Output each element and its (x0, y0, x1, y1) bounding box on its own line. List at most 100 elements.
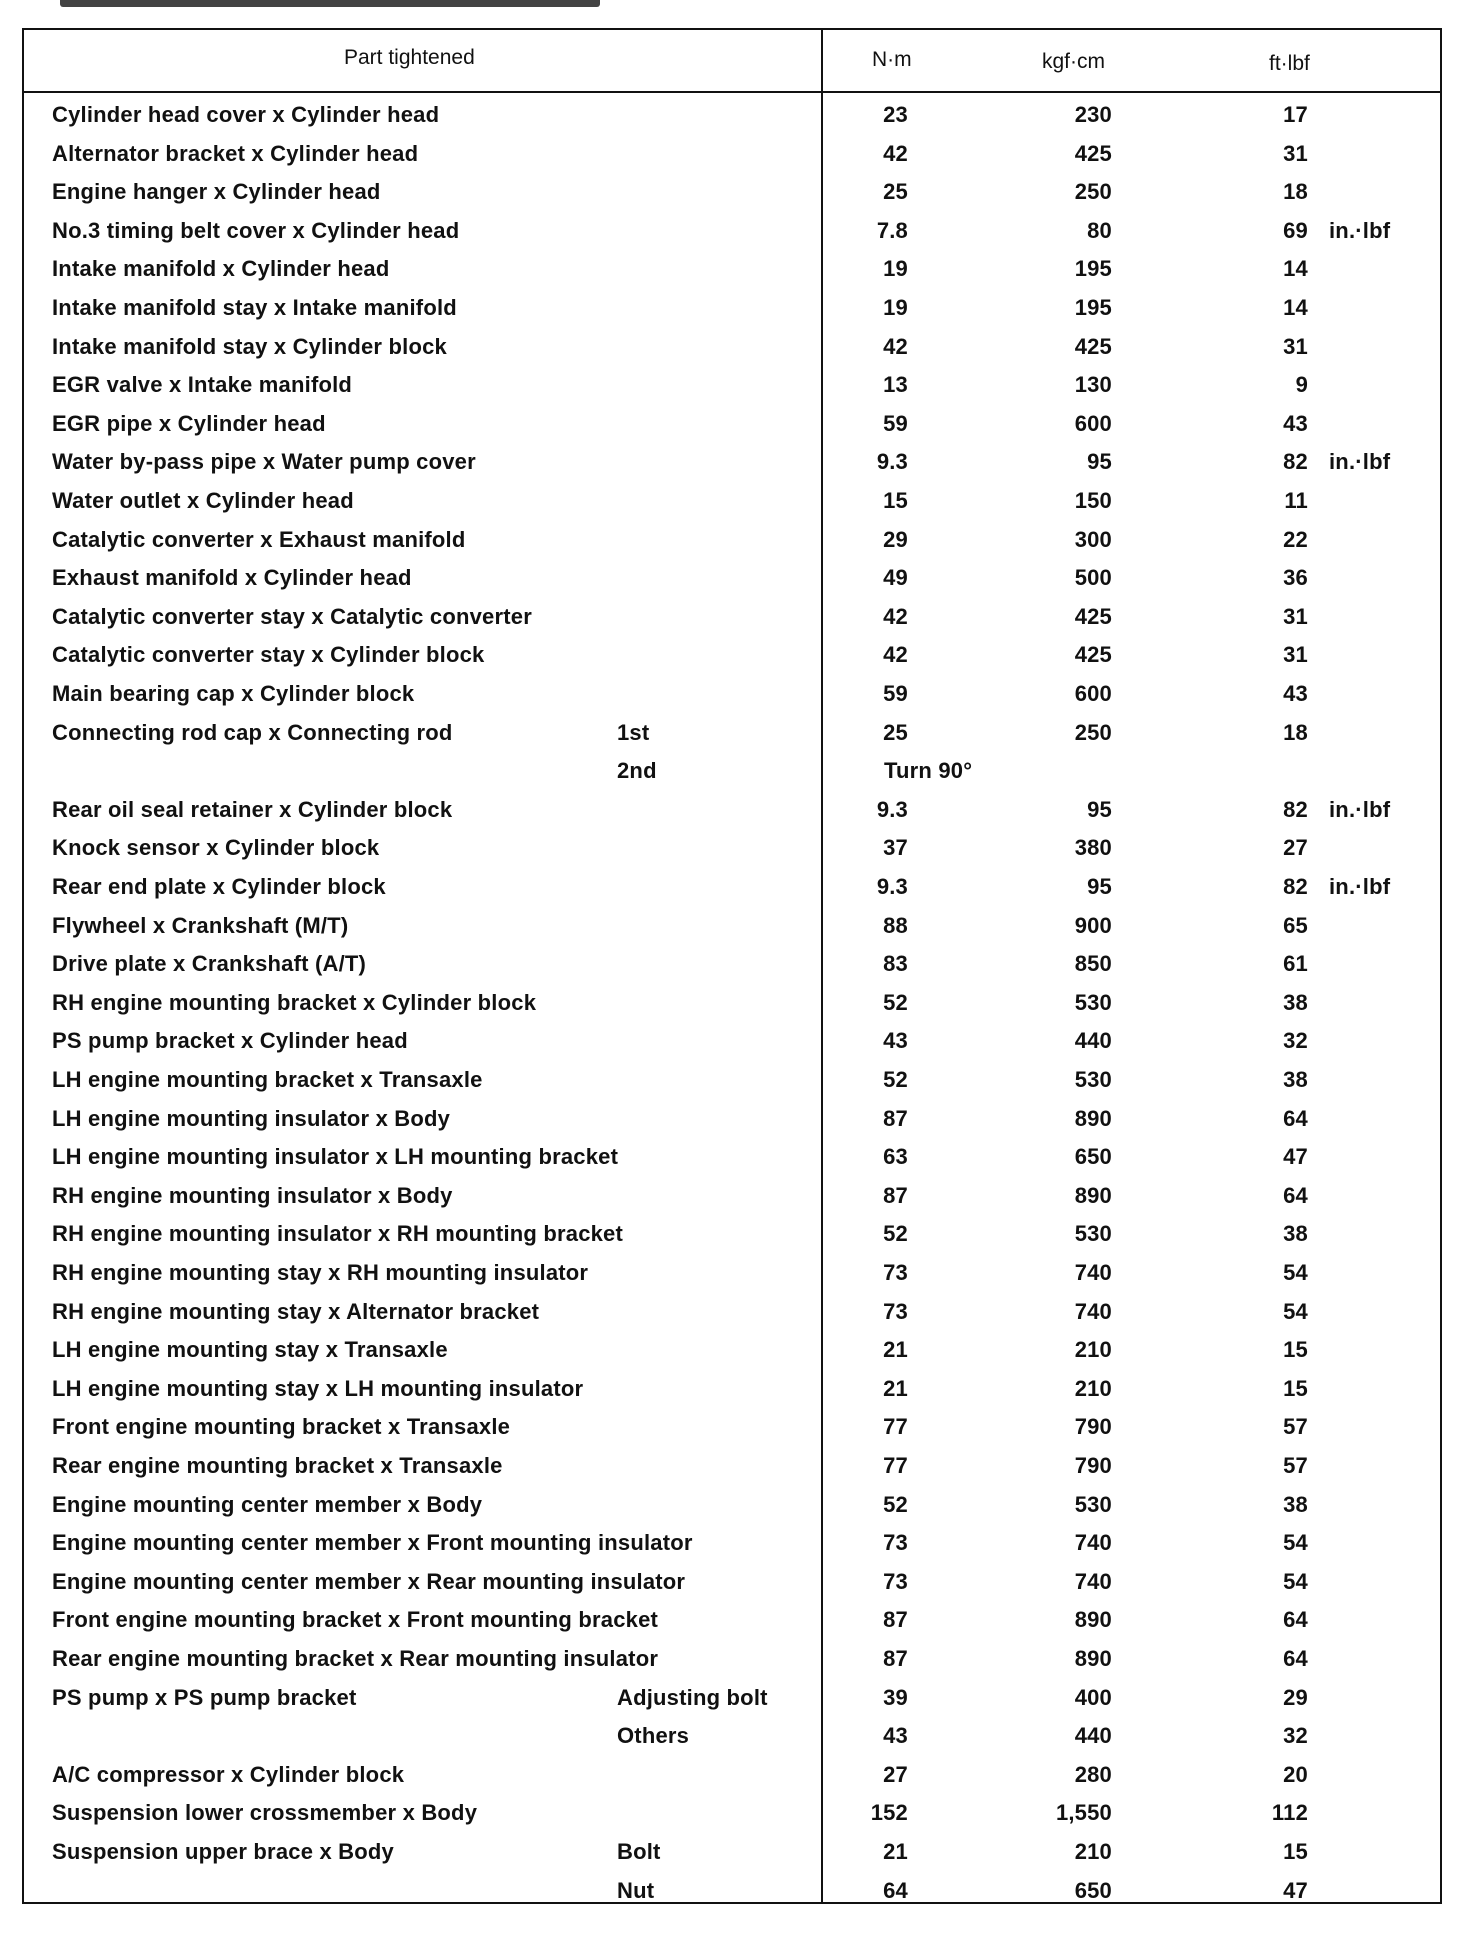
ft-lbf-cell: 31 (1283, 140, 1308, 166)
ft-lbf-cell: 54 (1283, 1298, 1308, 1324)
ft-lbf-cell: 31 (1283, 642, 1308, 668)
kgf-cm-cell: 95 (1087, 449, 1112, 475)
part-cell: Flywheel x Crankshaft (M/T) (52, 912, 349, 938)
kgf-cm-cell: 600 (1074, 681, 1112, 706)
table-row: Suspension upper brace x Body Bolt 21 210 15 (24, 1839, 1440, 1877)
ft-lbf-cell: 31 (1283, 603, 1308, 629)
part-cell: PS pump x PS pump bracket (52, 1684, 357, 1710)
kgf-cm-cell: 890 (1074, 1182, 1112, 1208)
ft-lbf-cell: 18 (1283, 179, 1308, 205)
part-cell: EGR pipe x Cylinder head (52, 410, 326, 436)
table-row: LH engine mounting bracket x Transaxle 52… (24, 1067, 1440, 1105)
turn-cell: Turn 90° (884, 758, 973, 784)
cropped-title-fragment (60, 0, 600, 7)
nm-cell: 27 (883, 1761, 908, 1787)
kgf-cm-cell: 400 (1074, 1684, 1112, 1710)
nm-cell: 152 (870, 1800, 908, 1826)
kgf-cm-cell: 195 (1074, 295, 1112, 320)
table-row: Intake manifold x Cylinder head 19 195 14 (24, 256, 1440, 294)
part-cell: Engine mounting center member x Body (52, 1491, 483, 1517)
table-row: Others 43 440 32 (24, 1723, 1440, 1761)
kgf-cm-cell: 425 (1074, 140, 1112, 166)
column-divider (821, 30, 823, 1902)
part-cell: Drive plate x Crankshaft (A/T) (52, 951, 367, 977)
header-ft-lbf: ft·lbf (1269, 52, 1310, 75)
part-cell: Intake manifold stay x Cylinder block (52, 333, 447, 359)
ft-lbf-cell: 38 (1283, 1491, 1308, 1517)
table-row: RH engine mounting stay x RH mounting in… (24, 1260, 1440, 1298)
condition-cell: Nut (617, 1877, 655, 1903)
table-row: A/C compressor x Cylinder block 27 280 20 (24, 1762, 1440, 1800)
part-cell: LH engine mounting insulator x Body (52, 1105, 451, 1131)
nm-cell: 63 (883, 1144, 908, 1170)
table-row: Front engine mounting bracket x Front mo… (24, 1607, 1440, 1645)
ft-lbf-cell: 15 (1283, 1337, 1308, 1363)
ft-lbf-cell: 15 (1283, 1375, 1308, 1401)
nm-cell: 7.8 (876, 217, 908, 243)
table-row: RH engine mounting insulator x RH mounti… (24, 1221, 1440, 1259)
kgf-cm-cell: 790 (1074, 1414, 1112, 1440)
part-cell: RH engine mounting insulator x Body (52, 1182, 453, 1208)
kgf-cm-cell: 150 (1074, 488, 1112, 513)
ft-lbf-cell: 15 (1283, 1839, 1308, 1864)
table-row: Rear engine mounting bracket x Rear moun… (24, 1646, 1440, 1684)
ft-lbf-cell: 18 (1283, 719, 1308, 745)
nm-cell: 73 (883, 1298, 908, 1324)
table-row: Water by-pass pipe x Water pump cover 9.3… (24, 449, 1440, 487)
kgf-cm-cell: 210 (1074, 1337, 1112, 1363)
nm-cell: 15 (883, 488, 908, 513)
ft-lbf-cell: 27 (1283, 835, 1308, 861)
kgf-cm-cell: 740 (1074, 1298, 1112, 1324)
ft-lbf-cell: 64 (1283, 1105, 1308, 1131)
table-row: LH engine mounting stay x LH mounting in… (24, 1376, 1440, 1414)
table-row: Knock sensor x Cylinder block 37 380 27 (24, 835, 1440, 873)
part-cell: A/C compressor x Cylinder block (52, 1761, 405, 1787)
ft-lbf-cell: 14 (1283, 295, 1308, 320)
part-cell: RH engine mounting stay x RH mounting in… (52, 1260, 589, 1285)
kgf-cm-cell: 530 (1074, 1221, 1112, 1247)
nm-cell: 42 (883, 603, 908, 629)
part-cell: LH engine mounting insulator x LH mounti… (52, 1144, 619, 1170)
nm-cell: 87 (883, 1646, 908, 1671)
ft-lbf-cell: 17 (1283, 102, 1308, 127)
nm-cell: 52 (883, 1221, 908, 1247)
kgf-cm-cell: 850 (1074, 951, 1112, 977)
table-row: Rear oil seal retainer x Cylinder block 9… (24, 797, 1440, 835)
condition-cell: Bolt (617, 1839, 661, 1864)
kgf-cm-cell: 300 (1074, 526, 1112, 552)
table-row: LH engine mounting stay x Transaxle 21 210… (24, 1337, 1440, 1375)
table-row: Intake manifold stay x Intake manifold 19… (24, 295, 1440, 333)
nm-cell: 42 (883, 333, 908, 359)
table-row: Connecting rod cap x Connecting rod 1st 25… (24, 720, 1440, 758)
ft-lbf-cell: 38 (1283, 989, 1308, 1015)
table-row: LH engine mounting insulator x Body 87 890… (24, 1106, 1440, 1144)
part-cell: Engine hanger x Cylinder head (52, 179, 381, 205)
ft-lbf-cell: 32 (1283, 1723, 1308, 1749)
ft-lbf-cell: 82 (1283, 449, 1308, 475)
table-row: Engine mounting center member x Body 52 53… (24, 1492, 1440, 1530)
nm-cell: 73 (883, 1530, 908, 1556)
kgf-cm-cell: 740 (1074, 1260, 1112, 1285)
ft-lbf-cell: 32 (1283, 1028, 1308, 1054)
part-cell: Engine mounting center member x Front mo… (52, 1530, 693, 1556)
part-cell: RH engine mounting stay x Alternator bra… (52, 1298, 540, 1324)
header-nm: N·m (872, 48, 912, 71)
ft-lbf-cell: 82 (1283, 874, 1308, 899)
kgf-cm-cell: 95 (1087, 874, 1112, 899)
part-cell: Rear engine mounting bracket x Transaxle (52, 1453, 503, 1478)
kgf-cm-cell: 425 (1074, 603, 1112, 629)
kgf-cm-cell: 790 (1074, 1453, 1112, 1478)
table-row: Catalytic converter stay x Catalytic con… (24, 604, 1440, 642)
part-cell: No.3 timing belt cover x Cylinder head (52, 217, 460, 243)
kgf-cm-cell: 740 (1074, 1530, 1112, 1556)
nm-cell: 64 (883, 1877, 908, 1903)
ft-lbf-cell: 47 (1283, 1877, 1308, 1903)
part-cell: Intake manifold stay x Intake manifold (52, 295, 457, 320)
ft-lbf-cell: 38 (1283, 1221, 1308, 1247)
nm-cell: 37 (883, 835, 908, 861)
kgf-cm-cell: 890 (1074, 1105, 1112, 1131)
condition-cell: Adjusting bolt (617, 1684, 768, 1710)
table-row: No.3 timing belt cover x Cylinder head 7.… (24, 218, 1440, 256)
nm-cell: 29 (883, 526, 908, 552)
header-kgf-cm: kgf·cm (1042, 50, 1105, 73)
